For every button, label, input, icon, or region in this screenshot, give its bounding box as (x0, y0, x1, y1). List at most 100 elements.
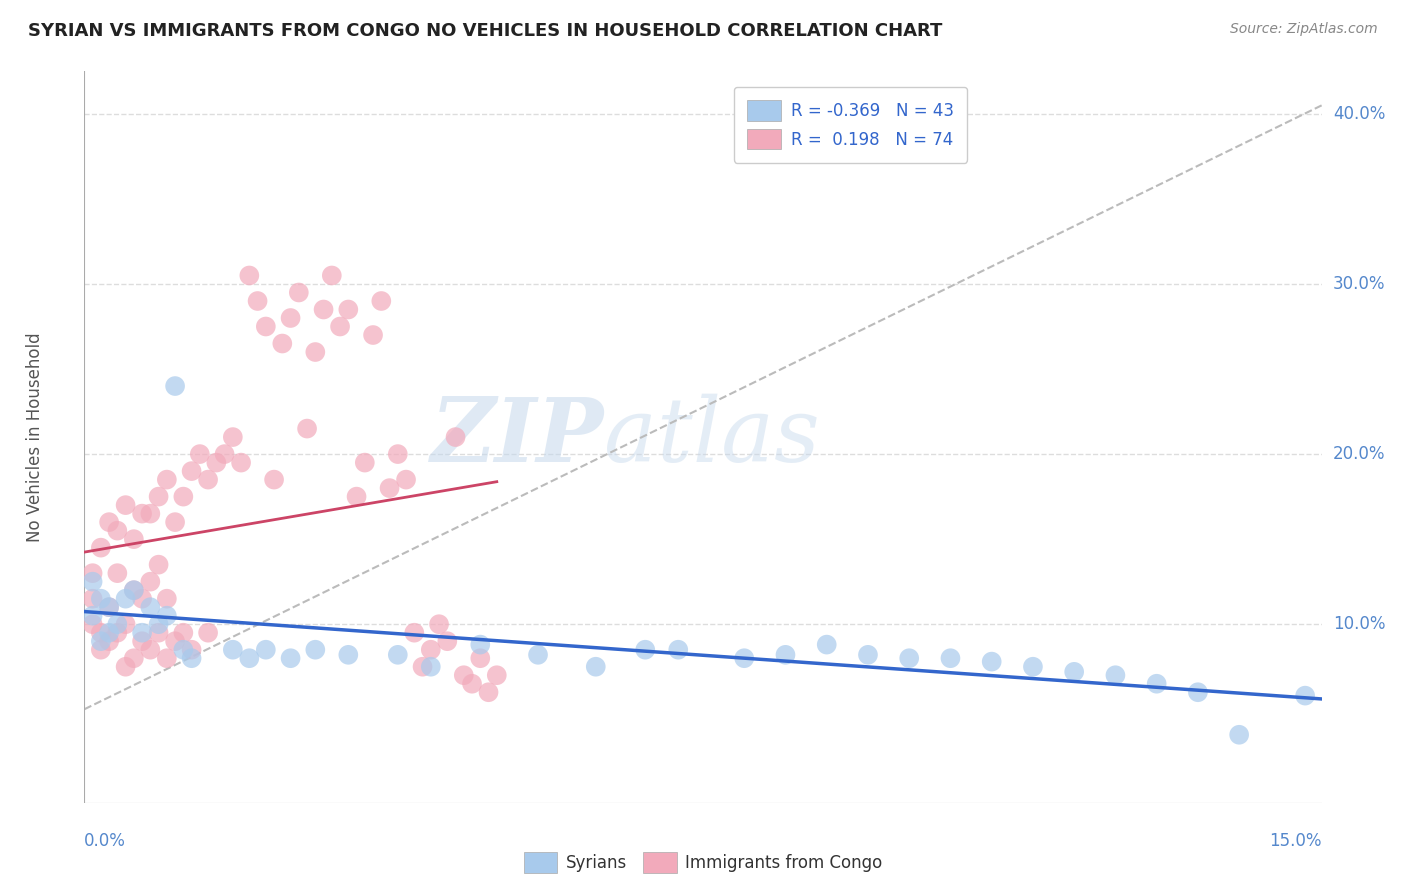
Point (139, 600, 162, 615)
Point (98, 625, 121, 640)
Point (634, 642, 657, 657)
Point (156, 591, 179, 606)
Point (337, 648, 360, 662)
Point (387, 447, 409, 461)
Point (139, 574, 162, 589)
Point (114, 498, 136, 512)
Point (329, 319, 352, 334)
Point (229, 456, 252, 470)
Text: Source: ZipAtlas.com: Source: ZipAtlas.com (1230, 22, 1378, 37)
Point (90, 541, 112, 555)
Text: 15.0%: 15.0% (1270, 832, 1322, 850)
Point (585, 659, 607, 673)
Point (1227, 728, 1250, 742)
Point (90, 591, 112, 606)
Point (271, 336, 294, 351)
Point (419, 642, 441, 657)
Point (378, 481, 401, 495)
Text: 40.0%: 40.0% (1333, 105, 1385, 123)
Point (165, 515, 187, 529)
Point (172, 490, 194, 504)
Point (180, 464, 202, 478)
Point (165, 634, 187, 648)
Point (263, 473, 285, 487)
Point (254, 642, 277, 657)
Point (82, 591, 104, 606)
Point (90, 625, 112, 640)
Point (453, 668, 475, 682)
Point (312, 302, 335, 317)
Point (98, 600, 121, 615)
Point (436, 634, 458, 648)
Point (939, 651, 962, 665)
Point (82, 608, 104, 623)
Point (114, 617, 136, 632)
Text: atlas: atlas (605, 393, 820, 481)
Point (105, 617, 128, 632)
Point (205, 456, 228, 470)
Point (666, 642, 689, 657)
Point (321, 268, 343, 283)
Point (131, 507, 153, 521)
Point (98, 600, 121, 615)
Point (387, 648, 409, 662)
Point (470, 651, 492, 665)
Point (527, 648, 550, 662)
Point (148, 625, 170, 640)
Point (172, 642, 194, 657)
Point (815, 638, 838, 652)
Point (188, 447, 211, 461)
Text: 0.0%: 0.0% (84, 832, 127, 850)
Point (148, 558, 170, 572)
Point (1063, 665, 1085, 679)
Point (470, 638, 492, 652)
Point (105, 625, 128, 640)
Point (485, 668, 508, 682)
Point (238, 651, 260, 665)
Point (90, 634, 112, 648)
Point (131, 591, 153, 606)
Text: 20.0%: 20.0% (1333, 445, 1385, 463)
Point (1294, 689, 1316, 703)
Point (156, 473, 179, 487)
Point (898, 651, 921, 665)
Point (304, 642, 326, 657)
Point (172, 625, 194, 640)
Point (156, 608, 179, 623)
Point (295, 421, 318, 435)
Point (148, 617, 170, 632)
Point (139, 642, 162, 657)
Point (733, 651, 755, 665)
Point (254, 319, 277, 334)
Point (90, 642, 112, 657)
Text: ZIP: ZIP (430, 394, 605, 480)
Point (180, 651, 202, 665)
Point (856, 648, 879, 662)
Point (246, 293, 269, 308)
Point (1022, 659, 1045, 673)
Point (131, 625, 153, 640)
Point (122, 532, 145, 546)
Point (165, 379, 187, 393)
Point (1104, 668, 1126, 682)
Point (1146, 677, 1168, 691)
Point (238, 268, 260, 283)
Legend: Syrians, Immigrants from Congo: Syrians, Immigrants from Congo (517, 846, 889, 880)
Point (148, 490, 170, 504)
Point (114, 591, 136, 606)
Point (82, 566, 104, 581)
Point (346, 490, 368, 504)
Text: No Vehicles in Household: No Vehicles in Household (25, 332, 44, 542)
Point (775, 648, 797, 662)
Point (82, 574, 104, 589)
Point (412, 659, 434, 673)
Text: 30.0%: 30.0% (1333, 275, 1385, 293)
Point (82, 617, 104, 632)
Point (197, 625, 219, 640)
Point (419, 659, 441, 673)
Point (288, 285, 311, 300)
Point (361, 328, 384, 343)
Point (980, 655, 1002, 669)
Point (337, 302, 360, 317)
Point (122, 583, 145, 598)
